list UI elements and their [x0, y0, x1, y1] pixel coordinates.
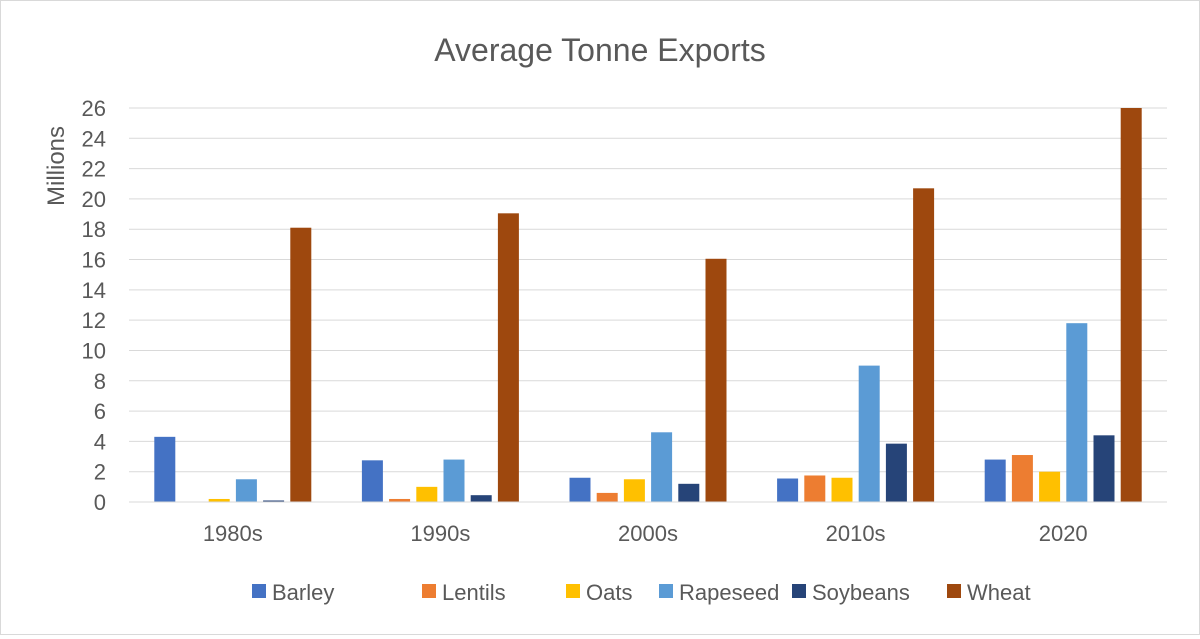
bar-wheat-2010s [913, 188, 935, 503]
legend-swatch-rapeseed [659, 584, 673, 598]
y-tick-label: 2 [94, 460, 106, 485]
bar-soybeans-1980s [263, 500, 285, 502]
bar-rapeseed-2010s [858, 365, 880, 502]
y-tick-label: 12 [82, 308, 106, 333]
legend-label-rapeseed: Rapeseed [679, 580, 779, 605]
y-tick-label: 16 [82, 248, 106, 273]
bar-rapeseed-2020 [1066, 323, 1088, 502]
legend-label-oats: Oats [586, 580, 632, 605]
y-tick-label: 24 [82, 126, 106, 151]
legend-swatch-soybeans [792, 584, 806, 598]
legend-label-wheat: Wheat [967, 580, 1031, 605]
bar-lentils-2020 [1011, 455, 1033, 502]
y-axis-label: Millions [43, 126, 70, 206]
y-tick-label: 10 [82, 338, 106, 363]
x-tick-label: 1980s [203, 521, 263, 546]
legend-swatch-wheat [947, 584, 961, 598]
legend-swatch-oats [566, 584, 580, 598]
y-tick-label: 22 [82, 157, 106, 182]
bar-soybeans-2000s [678, 483, 700, 502]
bar-oats-2010s [831, 477, 853, 502]
bar-oats-2020 [1039, 471, 1061, 502]
bar-rapeseed-2000s [651, 432, 673, 502]
bar-rapeseed-1980s [235, 479, 257, 502]
x-tick-label: 2010s [826, 521, 886, 546]
bar-barley-2020 [984, 459, 1006, 502]
y-tick-label: 14 [82, 278, 106, 303]
gridlines [129, 107, 1167, 503]
chart-title: Average Tonne Exports [434, 32, 765, 68]
x-tick-label: 2000s [618, 521, 678, 546]
bar-barley-1980s [154, 436, 176, 502]
y-tick-label: 18 [82, 217, 106, 242]
bar-oats-1980s [208, 498, 230, 502]
legend-label-lentils: Lentils [442, 580, 506, 605]
bar-wheat-1990s [497, 213, 519, 503]
legend: Barley Lentils Oats Rapeseed Soybeans Wheat [252, 580, 1031, 605]
bar-soybeans-2020 [1093, 435, 1115, 502]
x-tick-label: 1990s [410, 521, 470, 546]
bar-lentils-1990s [389, 498, 411, 502]
legend-label-soybeans: Soybeans [812, 580, 910, 605]
bar-barley-2000s [569, 477, 591, 502]
legend-swatch-barley [252, 584, 266, 598]
bar-wheat-1980s [290, 227, 312, 502]
bars [129, 108, 1167, 503]
y-tick-label: 4 [94, 429, 106, 454]
x-tick-label: 2020 [1039, 521, 1088, 546]
bar-wheat-2020 [1120, 108, 1142, 502]
bar-oats-1990s [416, 486, 438, 502]
y-tick-label: 20 [82, 187, 106, 212]
bar-barley-2010s [777, 478, 799, 502]
y-tick-label: 8 [94, 369, 106, 394]
bar-oats-2000s [623, 479, 645, 502]
y-tick-label: 6 [94, 399, 106, 424]
x-tick-labels: 1980s 1990s 2000s 2010s 2020 [203, 521, 1088, 546]
legend-label-barley: Barley [272, 580, 334, 605]
y-tick-label: 0 [94, 490, 106, 515]
bar-rapeseed-1990s [443, 459, 465, 502]
y-tick-label: 26 [82, 96, 106, 121]
legend-swatch-lentils [422, 584, 436, 598]
bar-lentils-2010s [804, 475, 826, 502]
bar-soybeans-1990s [470, 495, 492, 502]
bar-soybeans-2010s [885, 443, 907, 502]
bar-lentils-2000s [596, 492, 618, 502]
bar-wheat-2000s [705, 258, 727, 502]
bar-barley-1990s [361, 460, 383, 502]
